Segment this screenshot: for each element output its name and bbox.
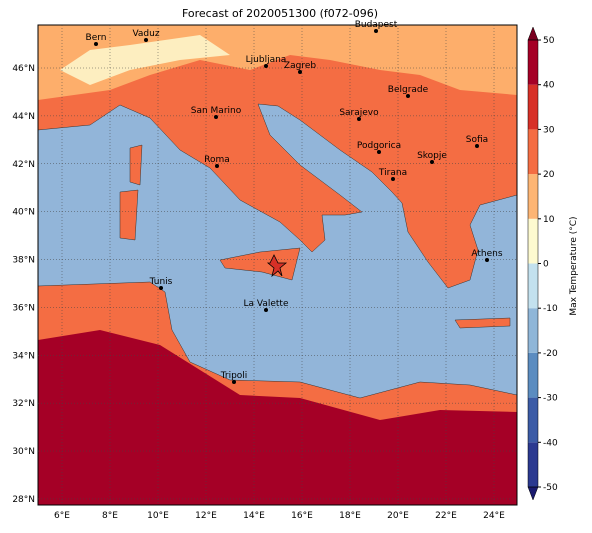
city-dot	[264, 64, 268, 68]
lon-tick-label: 14°E	[243, 511, 265, 521]
city-dot	[264, 308, 268, 312]
colorbar-label: Max Temperature (°C)	[569, 216, 579, 315]
city-label: Vaduz	[132, 29, 159, 39]
colorbar-tick-label: -50	[543, 483, 558, 493]
colorbar-extend	[527, 486, 539, 501]
city-dot	[485, 258, 489, 262]
city-label: Podgorica	[357, 141, 401, 151]
colorbar-tick-label: -20	[543, 349, 558, 359]
colorbar-band	[528, 40, 538, 85]
city-dot	[215, 164, 219, 168]
colorbar-band	[528, 442, 538, 487]
colorbar-band	[528, 308, 538, 353]
lat-tick-label: 32°N	[12, 399, 35, 409]
city-dot	[357, 117, 361, 121]
colorbar-tick-label: -10	[543, 304, 558, 314]
colorbar-band	[528, 263, 538, 309]
city-dot	[159, 286, 163, 290]
city-dot	[391, 177, 395, 181]
colorbar-tick-label: 50	[543, 36, 555, 46]
city-dot	[406, 94, 410, 98]
islands	[119, 144, 511, 329]
lon-tick-label: 8°E	[102, 511, 118, 521]
colorbar-tick-label: -30	[543, 394, 558, 404]
city-label: San Marino	[191, 106, 242, 116]
lat-tick-label: 28°N	[12, 495, 35, 505]
overlay: 6°E 8°E 10°E 12°E 14°E 16°E 18°E 20°E 22°E 24°E 28…	[12, 20, 558, 521]
lat-tick-label: 46°N	[12, 64, 35, 74]
lat-tick-label: 34°N	[12, 351, 35, 361]
map-frame	[37, 24, 518, 506]
colorbar-band	[528, 218, 538, 264]
city-label: Tripoli	[220, 371, 248, 381]
colorbar-tick-label: 20	[543, 170, 555, 180]
city-dot	[144, 38, 148, 42]
lon-tick-label: 6°E	[54, 511, 70, 521]
city-dot	[430, 160, 434, 164]
city-label: Athens	[471, 249, 502, 259]
lon-tick-label: 10°E	[147, 511, 169, 521]
city-label: Sofia	[466, 135, 488, 145]
city-label: Bern	[86, 33, 107, 43]
colorbar-band	[528, 352, 538, 398]
lat-tick-label: 44°N	[12, 112, 35, 122]
colorbar-band	[528, 397, 538, 443]
city-label: Ljubljana	[246, 55, 287, 65]
city-label: Skopje	[417, 151, 447, 161]
city-dot	[475, 144, 479, 148]
lon-tick-label: 22°E	[435, 511, 457, 521]
city-dot	[298, 70, 302, 74]
colorbar-extend	[527, 26, 539, 41]
lon-tick-label: 20°E	[387, 511, 409, 521]
city-label: Roma	[204, 155, 230, 165]
colorbar-band	[528, 174, 538, 219]
colorbar-tick-label: -40	[543, 438, 558, 448]
city-label: Tunis	[149, 277, 173, 287]
city-label: La Valette	[244, 299, 289, 309]
city-dot	[94, 42, 98, 46]
title: Forecast of 2020051300 (f072-096)	[182, 7, 378, 20]
city-dot	[232, 380, 236, 384]
lat-tick-label: 42°N	[12, 160, 35, 170]
lat-tick-label: 40°N	[12, 208, 35, 218]
lon-tick-label: 16°E	[291, 511, 313, 521]
lat-tick-label: 38°N	[12, 256, 35, 266]
colorbar-tick-label: 40	[543, 81, 555, 91]
lat-tick-label: 36°N	[12, 303, 35, 313]
city-label: Sarajevo	[339, 108, 379, 118]
colorbar-band	[528, 129, 538, 175]
star-marker	[266, 254, 288, 278]
colorbar-tick-label: 10	[543, 215, 555, 225]
lon-tick-label: 24°E	[483, 511, 505, 521]
city-label: Budapest	[355, 20, 398, 30]
city-label: Tirana	[378, 168, 407, 178]
city-dot	[377, 150, 381, 154]
lon-tick-label: 12°E	[195, 511, 217, 521]
city-dot	[214, 115, 218, 119]
alps	[60, 35, 230, 85]
colorbar-tick-label: 30	[543, 125, 555, 135]
city-label: Zagreb	[284, 61, 316, 71]
city-label: Belgrade	[388, 85, 429, 95]
city-dot	[374, 29, 378, 33]
lat-tick-label: 30°N	[12, 447, 35, 457]
lon-tick-label: 18°E	[339, 511, 361, 521]
colorbar-band	[528, 84, 538, 130]
colorbar-tick-label: 0	[543, 260, 549, 270]
